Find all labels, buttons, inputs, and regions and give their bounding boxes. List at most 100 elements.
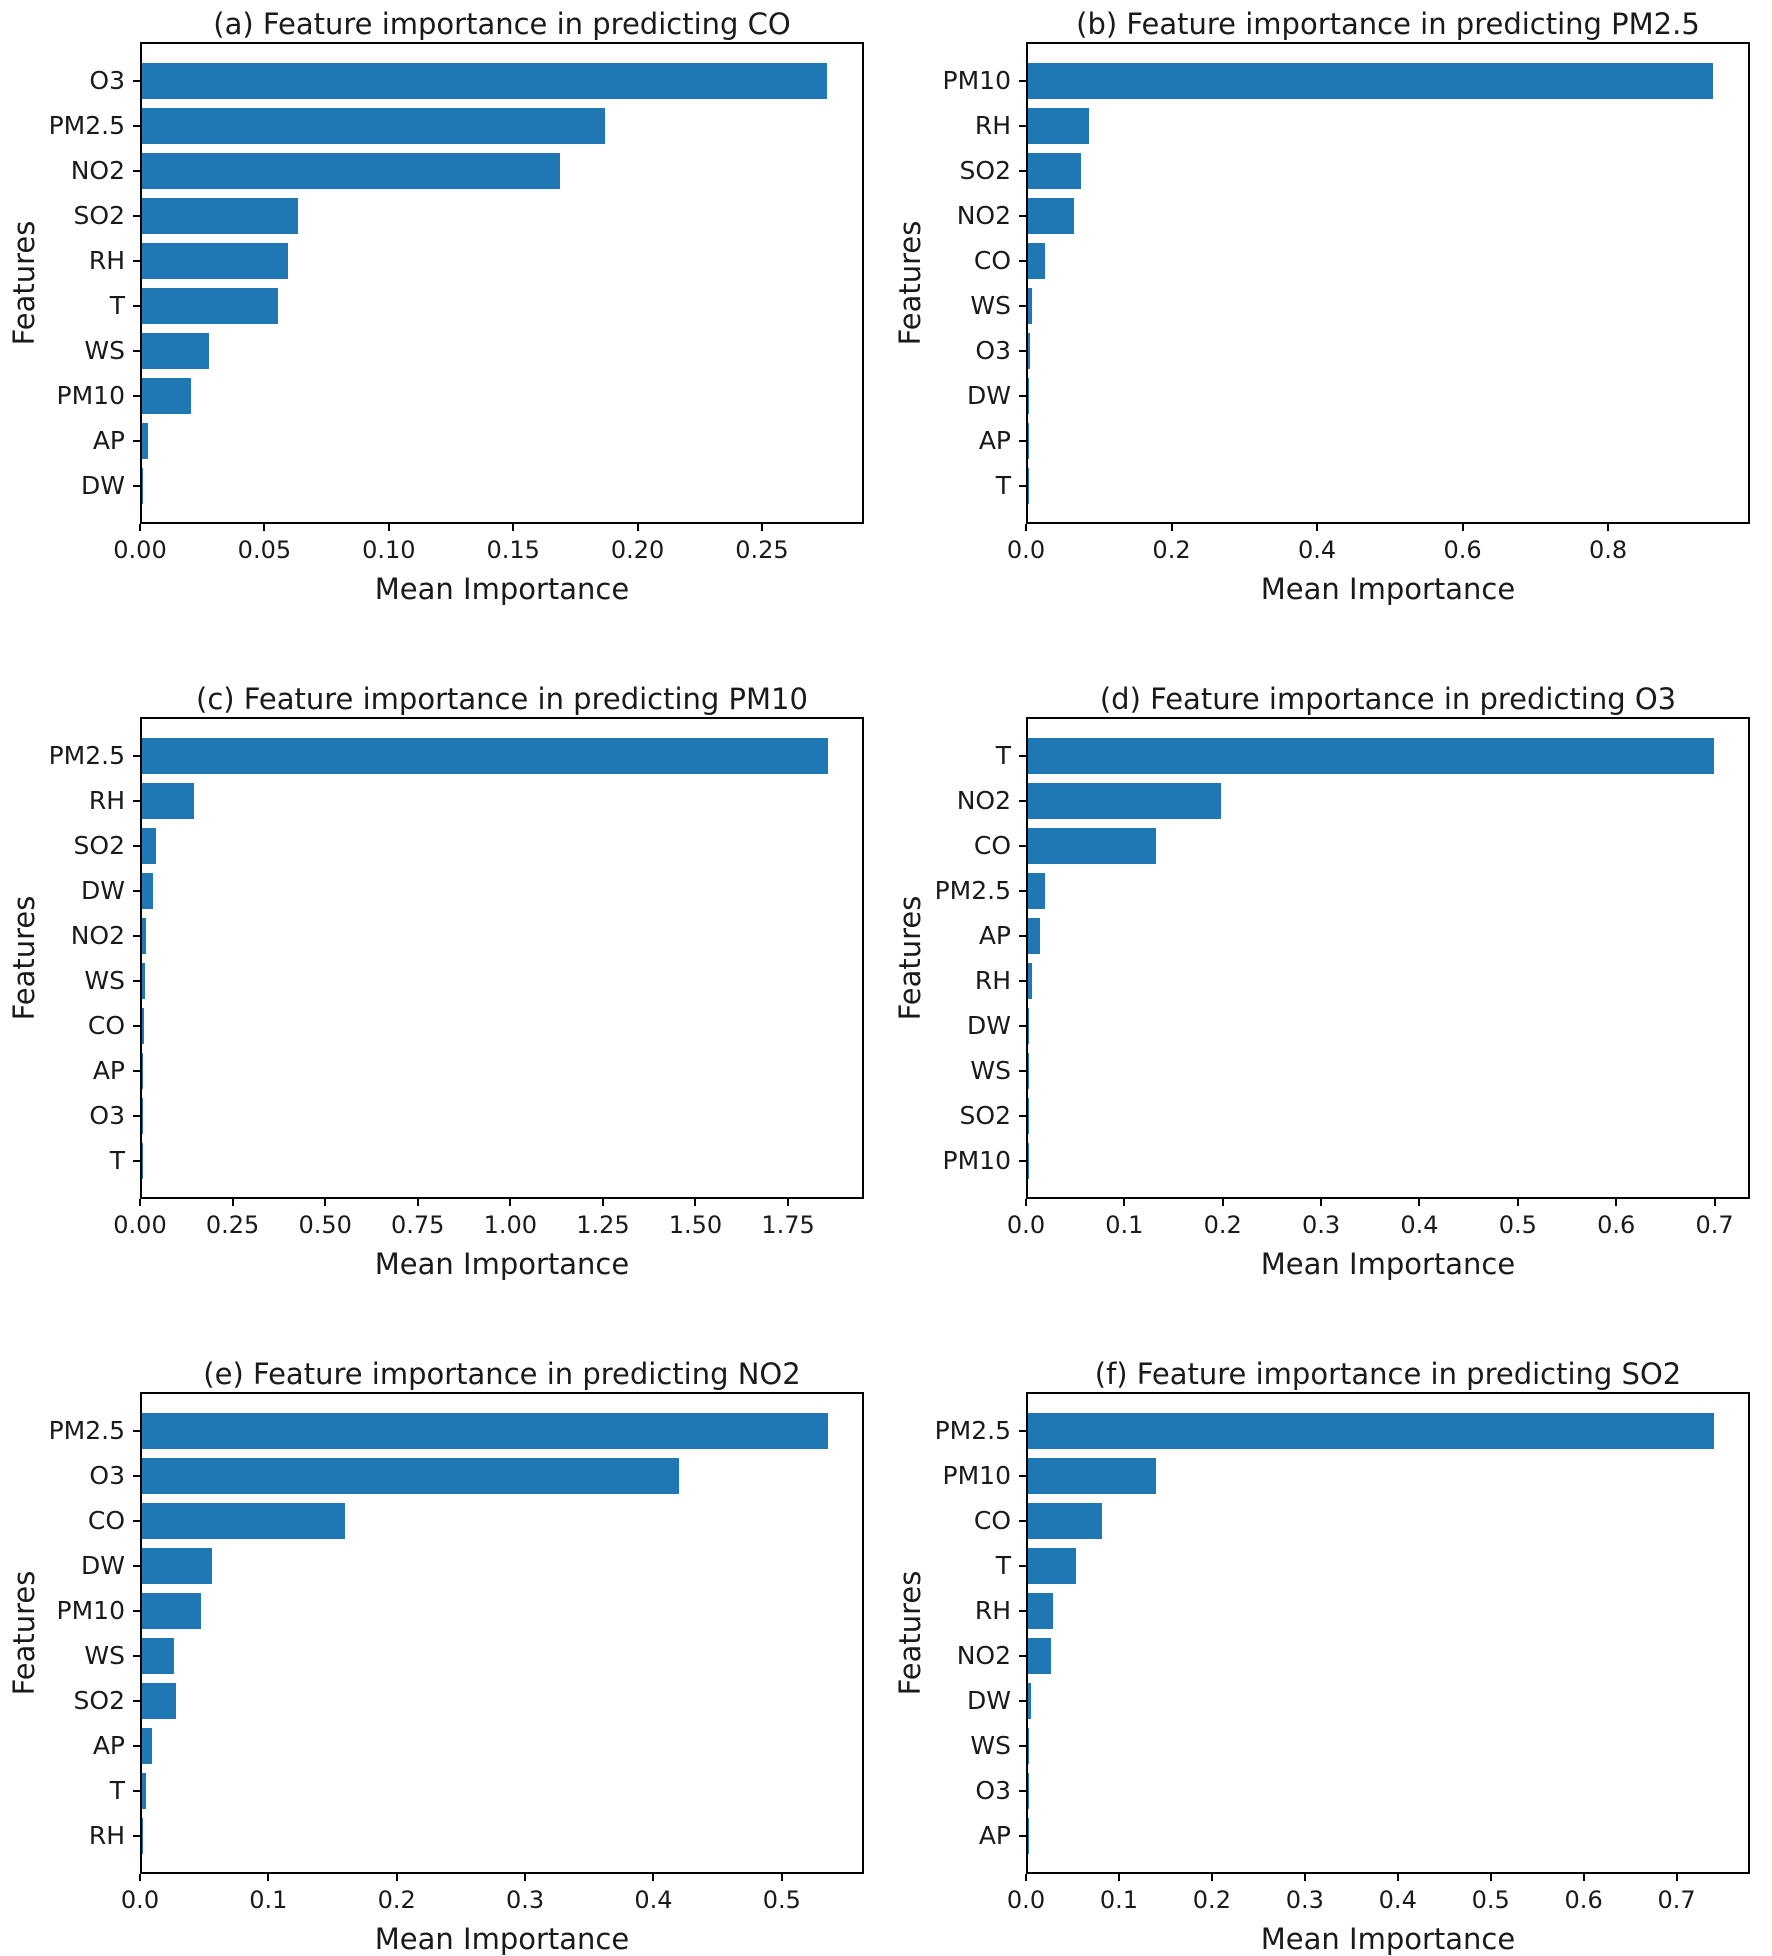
panel-b: (b) Feature importance in predicting PM2… [886, 0, 1772, 650]
y-tick-mark [1019, 1835, 1026, 1837]
x-axis-label: Mean Importance [1026, 572, 1750, 606]
y-tick-label: SO2 [0, 830, 125, 859]
panel-e: (e) Feature importance in predicting NO2… [0, 1300, 886, 1950]
bar-T [142, 1773, 146, 1809]
y-tick-mark [133, 890, 140, 892]
bar-O3 [142, 63, 827, 99]
x-tick-label: 0.25 [206, 1211, 259, 1239]
chart-title: (c) Feature importance in predicting PM1… [140, 683, 864, 715]
panel-f: (f) Feature importance in predicting SO2… [886, 1300, 1772, 1950]
bar-AP [142, 1728, 152, 1764]
x-tick-mark [1118, 1874, 1120, 1881]
bar-WS [1028, 1728, 1029, 1764]
y-tick-mark [1019, 350, 1026, 352]
plot-area [140, 717, 864, 1199]
y-tick-mark [133, 1835, 140, 1837]
y-tick-label: CO [886, 830, 1011, 859]
y-tick-mark [133, 1655, 140, 1657]
y-tick-mark [133, 170, 140, 172]
x-tick-mark [1517, 1199, 1519, 1206]
y-tick-mark [1019, 935, 1026, 937]
x-tick-label: 1.25 [576, 1211, 629, 1239]
plot-area [1026, 717, 1750, 1199]
x-axis-label: Mean Importance [140, 572, 864, 606]
bar-O3 [142, 1458, 679, 1494]
bar-DW [142, 1548, 212, 1584]
x-tick-label: 0.3 [1286, 1886, 1324, 1914]
y-tick-mark [133, 1115, 140, 1117]
x-tick-label: 0.2 [1152, 536, 1190, 564]
bar-PM2.5 [142, 738, 828, 774]
x-tick-mark [787, 1199, 789, 1206]
x-tick-label: 0.20 [611, 536, 664, 564]
bar-SO2 [142, 198, 298, 234]
y-tick-mark [1019, 1070, 1026, 1072]
y-tick-mark [133, 350, 140, 352]
bar-RH [142, 243, 288, 279]
bar-PM10 [142, 378, 191, 414]
x-tick-mark [761, 524, 763, 531]
chart-title: (b) Feature importance in predicting PM2… [1026, 8, 1750, 40]
y-tick-mark [1019, 755, 1026, 757]
x-tick-mark [509, 1199, 511, 1206]
y-tick-mark [133, 215, 140, 217]
y-tick-label: RH [886, 110, 1011, 139]
y-tick-mark [133, 305, 140, 307]
y-tick-mark [1019, 170, 1026, 172]
y-tick-mark [1019, 1115, 1026, 1117]
bar-O3 [1028, 333, 1030, 369]
y-tick-label: PM2.5 [886, 1415, 1011, 1444]
y-tick-label: AP [0, 425, 125, 454]
y-tick-label: PM2.5 [0, 110, 125, 139]
y-axis-label: Features [7, 1571, 41, 1696]
y-tick-label: O3 [0, 1100, 125, 1129]
bar-PM2.5 [142, 108, 605, 144]
x-tick-mark [524, 1874, 526, 1881]
x-tick-mark [1222, 1199, 1224, 1206]
x-tick-mark [1397, 1874, 1399, 1881]
bar-WS [1028, 1053, 1029, 1089]
x-tick-mark [1462, 524, 1464, 531]
y-tick-mark [1019, 1475, 1026, 1477]
x-tick-label: 0.2 [1193, 1886, 1231, 1914]
y-tick-mark [1019, 1610, 1026, 1612]
bar-WS [1028, 288, 1032, 324]
y-tick-mark [133, 1160, 140, 1162]
y-tick-mark [1019, 1025, 1026, 1027]
y-tick-mark [1019, 1430, 1026, 1432]
y-tick-label: T [886, 740, 1011, 769]
y-tick-mark [133, 485, 140, 487]
bar-SO2 [142, 828, 156, 864]
x-tick-mark [1583, 1874, 1585, 1881]
y-tick-label: PM2.5 [0, 1415, 125, 1444]
x-tick-mark [602, 1199, 604, 1206]
bar-NO2 [1028, 1638, 1051, 1674]
y-tick-label: SO2 [886, 1100, 1011, 1129]
y-tick-label: NO2 [886, 785, 1011, 814]
x-tick-label: 0.50 [298, 1211, 351, 1239]
y-tick-mark [133, 800, 140, 802]
y-tick-mark [1019, 260, 1026, 262]
x-axis-label: Mean Importance [140, 1247, 864, 1281]
y-tick-mark [1019, 800, 1026, 802]
bar-DW [1028, 378, 1029, 414]
bar-T [142, 288, 278, 324]
bar-T [1028, 738, 1714, 774]
x-tick-label: 0.0 [121, 1886, 159, 1914]
y-tick-mark [1019, 890, 1026, 892]
y-tick-mark [1019, 1655, 1026, 1657]
y-tick-mark [1019, 1790, 1026, 1792]
chart-title: (a) Feature importance in predicting CO [140, 8, 864, 40]
x-tick-label: 0.7 [1657, 1886, 1695, 1914]
plot-area [1026, 42, 1750, 524]
x-tick-label: 0.6 [1565, 1886, 1603, 1914]
y-tick-mark [133, 395, 140, 397]
bar-SO2 [1028, 153, 1081, 189]
bar-RH [1028, 1593, 1053, 1629]
x-axis-label: Mean Importance [1026, 1922, 1750, 1956]
y-tick-mark [1019, 1565, 1026, 1567]
bar-RH [1028, 108, 1089, 144]
x-tick-mark [781, 1874, 783, 1881]
bar-WS [142, 1638, 174, 1674]
x-tick-mark [396, 1874, 398, 1881]
